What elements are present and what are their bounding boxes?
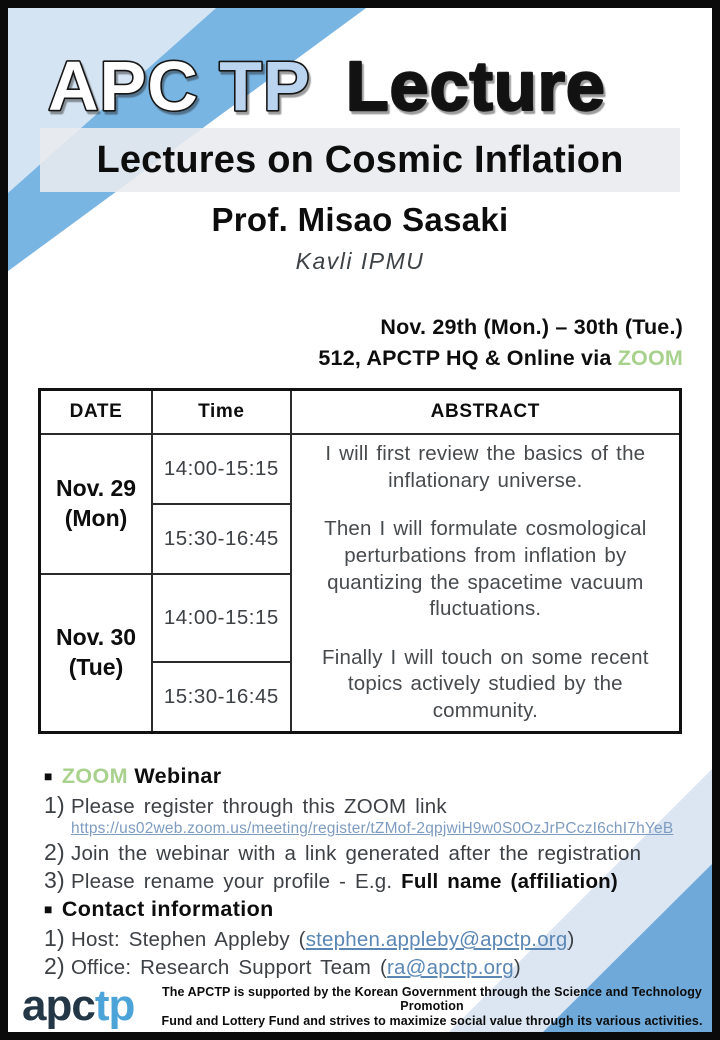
host-prefix: Host: Stephen Appleby ( — [71, 928, 306, 951]
step-text: Please rename your profile - E.g. Full n… — [71, 869, 618, 894]
registration-link[interactable]: https://us02web.zoom.us/meeting/register… — [71, 819, 674, 837]
time-cell: 15:30-16:45 — [151, 661, 292, 734]
square-bullet-icon: ■ — [44, 768, 53, 784]
brand-title: APC TP Lecture — [46, 45, 606, 126]
abstract-paragraph: Then I will formulate cosmological pertu… — [324, 517, 647, 621]
table-row: 15:30-16:45 — [40, 661, 681, 734]
brand-letters-white: APC — [48, 47, 199, 125]
time-cell: 14:00-15:15 — [151, 433, 292, 505]
host-suffix: ) — [567, 928, 575, 951]
contact-heading: ■ Contact information — [44, 897, 684, 922]
contact-office-line: 2) Office: Research Support Team (ra@apc… — [44, 952, 684, 980]
date-line2: (Tue) — [68, 653, 124, 680]
step-number: 3) — [44, 866, 65, 893]
contact-section: ■ Contact information 1) Host: Stephen Ap… — [44, 897, 684, 980]
table-row: 15:30-16:45 — [40, 503, 681, 575]
brand-suffix: Lecture — [346, 47, 606, 125]
event-info: Nov. 29th (Mon.) – 30th (Tue.) 512, APCT… — [318, 312, 683, 373]
contact-host-line: 1) Host: Stephen Appleby (stephen.appleb… — [44, 925, 684, 952]
bottom-right-pale-stripe — [441, 761, 720, 1040]
footer-line-2: Fund and Lottery Fund and strives to max… — [161, 1013, 703, 1028]
footer-line-1: The APCTP is supported by the Korean Gov… — [162, 985, 702, 1014]
logo-dark-letters: apc — [22, 981, 96, 1030]
schedule-table: DATE Time ABSTRACT Nov. 29 (Mon) 14:00-1… — [38, 388, 682, 734]
host-email-link[interactable]: stephen.appleby@apctp.org — [305, 928, 568, 951]
contact-heading-text: Contact information — [61, 897, 274, 921]
contact-office-text: Office: Research Support Team (ra@apctp.… — [71, 955, 521, 980]
logo-blue-letters: tp — [94, 981, 136, 1030]
venue-zoom-label: ZOOM — [617, 345, 683, 370]
abstract-paragraph: I will first review the basics of the in… — [325, 442, 646, 492]
step-number: 2) — [44, 838, 65, 865]
table-header-time: Time — [151, 388, 292, 435]
contact-number: 1) — [44, 925, 65, 951]
time-cell: 15:30-16:45 — [151, 503, 292, 575]
svg-text:APC TP Lecture: APC TP Lecture — [48, 47, 606, 125]
step-text: Join the webinar with a link generated a… — [71, 841, 642, 865]
office-prefix: Office: Research Support Team ( — [71, 955, 387, 979]
apctp-logo: apctp — [22, 981, 136, 1031]
contact-host-text: Host: Stephen Appleby (stephen.appleby@a… — [71, 928, 575, 952]
table-row: Nov. 29 (Mon) 14:00-15:15 I will first r… — [38, 432, 682, 734]
webinar-step-2: 2) Join the webinar with a link generate… — [44, 838, 684, 866]
office-suffix: ) — [513, 955, 521, 979]
speaker-name: Prof. Misao Sasaki — [211, 201, 509, 238]
bottom-right-blue-stripe — [535, 856, 720, 1040]
table-header-abstract: ABSTRACT — [289, 388, 682, 435]
square-bullet-icon: ■ — [44, 901, 53, 917]
date-cell-nov29: Nov. 29 (Mon) — [38, 433, 154, 575]
venue-text: 512, APCTP HQ & Online via — [318, 345, 618, 370]
step-text-prefix: Please rename your profile - E.g. — [71, 869, 402, 893]
table-header-date: DATE — [38, 388, 154, 435]
contact-number: 2) — [44, 952, 65, 979]
footer-disclaimer: The APCTP is supported by the Korean Gov… — [152, 985, 712, 1040]
zoom-webinar-section: ■ ZOOM Webinar 1) Please register through… — [44, 764, 684, 894]
step-number: 1) — [44, 792, 65, 818]
webinar-step-1: 1) Please register through this ZOOM lin… — [44, 792, 684, 819]
footer-line-korean: 아시아태평양이론물리센터는 정부의 과학기술진흥기금 및 복권기금 지원으로 사… — [152, 1030, 712, 1040]
rename-example: Full name (affiliation) — [401, 869, 618, 893]
date-line1: Nov. 30 — [55, 623, 137, 650]
speaker-affiliation: Kavli IPMU — [295, 248, 425, 274]
registration-link-line: https://us02web.zoom.us/meeting/register… — [71, 820, 684, 838]
table-row: Nov. 30 (Tue) 14:00-15:15 — [38, 572, 681, 734]
table-header-row: DATE Time ABSTRACT — [38, 388, 682, 435]
date-line1: Nov. 29 — [55, 475, 137, 502]
event-venue: 512, APCTP HQ & Online via ZOOM — [318, 343, 683, 374]
event-dates: Nov. 29th (Mon.) – 30th (Tue.) — [380, 315, 683, 339]
abstract-paragraph: Finally I will touch on some recent topi… — [322, 645, 649, 723]
date-line2: (Mon) — [64, 505, 128, 531]
webinar-heading-rest: Webinar — [127, 764, 222, 788]
webinar-heading: ■ ZOOM Webinar — [44, 764, 684, 789]
webinar-step-3: 3) Please rename your profile - E.g. Ful… — [44, 866, 684, 894]
office-email-link[interactable]: ra@apctp.org — [386, 955, 514, 979]
time-cell: 14:00-15:15 — [151, 572, 292, 664]
date-cell-nov30: Nov. 30 (Tue) — [38, 572, 154, 734]
brand-letters-blue: TP — [219, 47, 309, 125]
banner-title: Lectures on Cosmic Inflation — [96, 138, 624, 181]
abstract-cell: I will first review the basics of the in… — [289, 432, 682, 734]
banner: Lectures on Cosmic Inflation — [40, 128, 680, 192]
step-text: Please register through this ZOOM link — [71, 795, 447, 818]
webinar-heading-zoom: ZOOM — [61, 764, 128, 788]
